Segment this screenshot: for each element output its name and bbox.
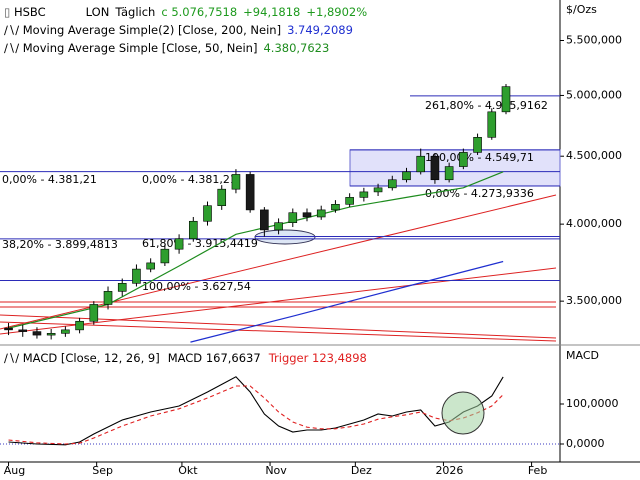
fib-label: 0,00% - 4.381,21 [2,173,97,186]
candle-body [302,212,312,218]
x-tick-label: Aug [4,464,25,477]
trend-lines [0,194,557,342]
candle-body [444,166,454,181]
header-quote: ▯ HSBC LON Täglich c 5.076,7518 +94,1818 +1,8… [4,5,367,19]
candle-body [473,137,482,153]
candle-body [18,329,28,332]
unit-label: $/Ozs [566,3,597,16]
candle-body [146,262,155,270]
fib-label: 61,80% - 3.915,4419 [142,237,258,250]
candle-body [89,304,99,322]
candle-body [416,155,426,173]
unit-label: MACD [566,349,599,362]
legend-value: 3.749,2089 [287,23,353,37]
x-tick-label: Okt [178,464,198,477]
candle-body [459,152,468,167]
candle-body [203,205,212,222]
candle-body [217,188,227,206]
legend-name: Trigger 123,4898 [268,351,367,365]
candle-body [4,327,13,331]
candle-body [373,187,383,193]
exchange: LON [86,5,110,19]
y-tick-label: 0,0000 [566,437,605,450]
candle-body [188,220,198,240]
legend-name: MACD 167,6637 [168,351,261,365]
plot-layer: 3.500,000 4.000,000 4.500,000 5.000,000 5.50… [0,33,622,477]
macd-line [8,376,504,446]
candle-body [231,174,241,190]
candle-body [260,209,269,231]
legend-ma50: ∕∖∕ Moving Average Simple [Close, 50, Ne… [4,41,329,55]
fib-label: 0,00% - 4.273,9336 [425,187,534,200]
legend-name: Moving Average Simple(2) [Close, 200, Ne… [23,23,281,37]
fib-label: 100,00% - 3.627,54 [142,280,251,293]
y-tick-label: 3.500,000 [566,294,622,307]
legend-macd: ∕∖∕ MACD [Close, 12, 26, 9] MACD 167,6637… [4,351,367,365]
legend-ma200: ∕∖∕ Moving Average Simple(2) [Close, 200… [4,23,353,37]
candle-body [331,204,340,211]
icon: ∕∖∕ [4,41,23,55]
candle-body [174,238,184,250]
x-tick-label: Nov [265,464,287,477]
y-tick-label: 5.000,000 [566,88,622,101]
candle-body [487,111,497,138]
highlight-ellipse [254,229,316,245]
y-tick-label: 100,0000 [566,397,619,410]
interval: Täglich [114,5,155,19]
fib-label: 100,00% - 4.549,71 [425,151,534,164]
change-pct: +1,8902% [306,5,367,19]
candle-body [316,209,326,218]
candle-body [345,197,354,205]
icon: ∕∖∕ [4,351,23,365]
candle-body [103,291,113,305]
candle-body [132,268,141,284]
highlight-circle [441,391,485,435]
legend-name: Moving Average Simple [Close, 50, Nein] [23,41,258,55]
change: +94,1818 [243,5,300,19]
fib-label: 38,20% - 3.899,4813 [2,238,118,251]
candle-body [274,222,283,231]
macd-line [8,385,504,445]
fib-label: 0,00% - 4.381,21 [142,173,237,186]
candle-body [402,171,411,181]
icon: ∕∖∕ [4,23,23,37]
candle-body [245,174,255,211]
candle-body [160,248,170,264]
symbol: HSBC [14,5,46,19]
macd-title: MACD [Close, 12, 26, 9] [23,351,160,365]
candle-body [359,191,369,198]
y-tick-label: 4.500,000 [566,149,622,162]
candle-body [75,320,84,331]
y-tick-label: 5.500,000 [566,33,622,46]
x-tick-label: Sep [92,464,113,477]
legend-value: 4.380,7623 [263,41,329,55]
x-tick-label: 2026 [435,464,463,477]
candle-body [387,179,397,189]
y-tick-label: 4.000,000 [566,217,622,230]
x-tick-label: Feb [528,464,547,477]
candle-body [117,283,127,292]
candle-body [61,329,70,334]
candle-body [288,212,298,224]
candle-body [46,333,56,336]
close: c 5.076,7518 [161,5,237,19]
icon: ▯ [4,5,14,19]
candle-body [430,155,440,181]
x-tick-label: Dez [351,464,372,477]
candle-body [32,331,42,336]
candle-body [501,86,511,113]
moving-average [190,260,504,343]
fib-label: 261,80% - 4.995,9162 [425,99,548,112]
